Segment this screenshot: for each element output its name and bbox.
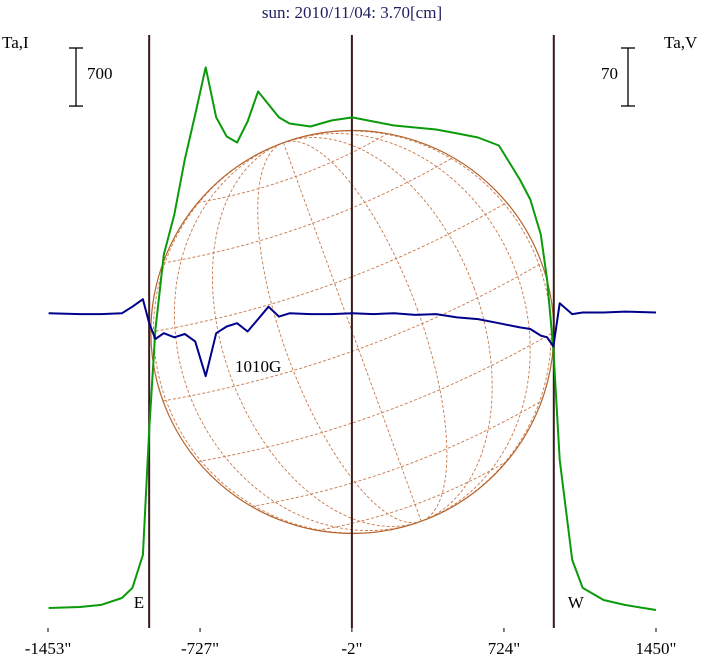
chart-title: sun: 2010/11/04: 3.70[cm] [262, 3, 442, 22]
series-line [48, 298, 657, 378]
annotation: E [134, 593, 144, 612]
x-tick-label: -2" [341, 639, 362, 658]
parallel [197, 133, 388, 203]
parallel [150, 202, 507, 333]
parallel [162, 157, 454, 264]
x-tick-label: -727" [181, 639, 219, 658]
x-tick-label: 724" [488, 639, 520, 658]
scale-label: 700 [87, 64, 113, 83]
x-tick-label: 1450" [636, 639, 677, 658]
y2-axis-label: Ta,V [664, 33, 698, 52]
annotation: W [568, 593, 585, 612]
series-line [48, 66, 657, 611]
scale-label: 70 [601, 64, 618, 83]
parallel [317, 461, 507, 531]
y-axis-label: Ta,I [2, 33, 29, 52]
parallel [251, 400, 542, 507]
parallel [197, 331, 554, 462]
parallel [162, 262, 542, 402]
annotation: 1010G [235, 357, 281, 376]
x-tick-label: -1453" [25, 639, 72, 658]
